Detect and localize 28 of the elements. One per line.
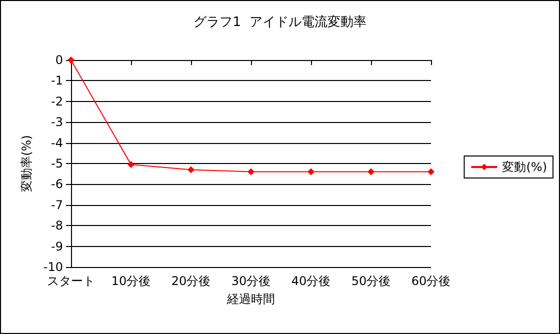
y-tick-label: -1	[51, 74, 63, 88]
y-tick-label: -4	[51, 136, 63, 150]
x-axis-title: 経過時間	[226, 292, 275, 306]
point	[128, 161, 134, 168]
y-tick-label: 0	[55, 53, 63, 67]
legend-label: 変動(%)	[502, 160, 547, 174]
y-tick-label: -3	[51, 115, 63, 130]
point	[308, 168, 314, 176]
point	[188, 166, 194, 174]
y-axis-title: 変動率(%)	[20, 135, 34, 192]
y-tick-label: -6	[51, 177, 63, 192]
chart-title: グラフ1 アイドル電流変動率	[194, 14, 366, 30]
x-tick-label: 20分後	[171, 274, 211, 288]
point	[428, 168, 434, 176]
x-tick-label: 40分後	[291, 274, 331, 288]
y-tick-label: -9	[51, 239, 63, 254]
y-tick-label: -5	[51, 156, 63, 170]
point	[368, 168, 374, 176]
point	[248, 168, 254, 176]
y-tick-label: -7	[51, 198, 63, 212]
y-tick-label: -8	[51, 218, 63, 233]
y-tick-label: -2	[51, 94, 63, 108]
x-tick-label: 30分後	[231, 274, 271, 288]
x-tick-label: 50分後	[351, 274, 391, 288]
x-tick-label: スタート	[47, 274, 95, 288]
y-tick-label: -10	[43, 260, 63, 274]
x-tick-label: 10分後	[111, 274, 151, 288]
x-tick-label: 60分後	[411, 274, 451, 288]
